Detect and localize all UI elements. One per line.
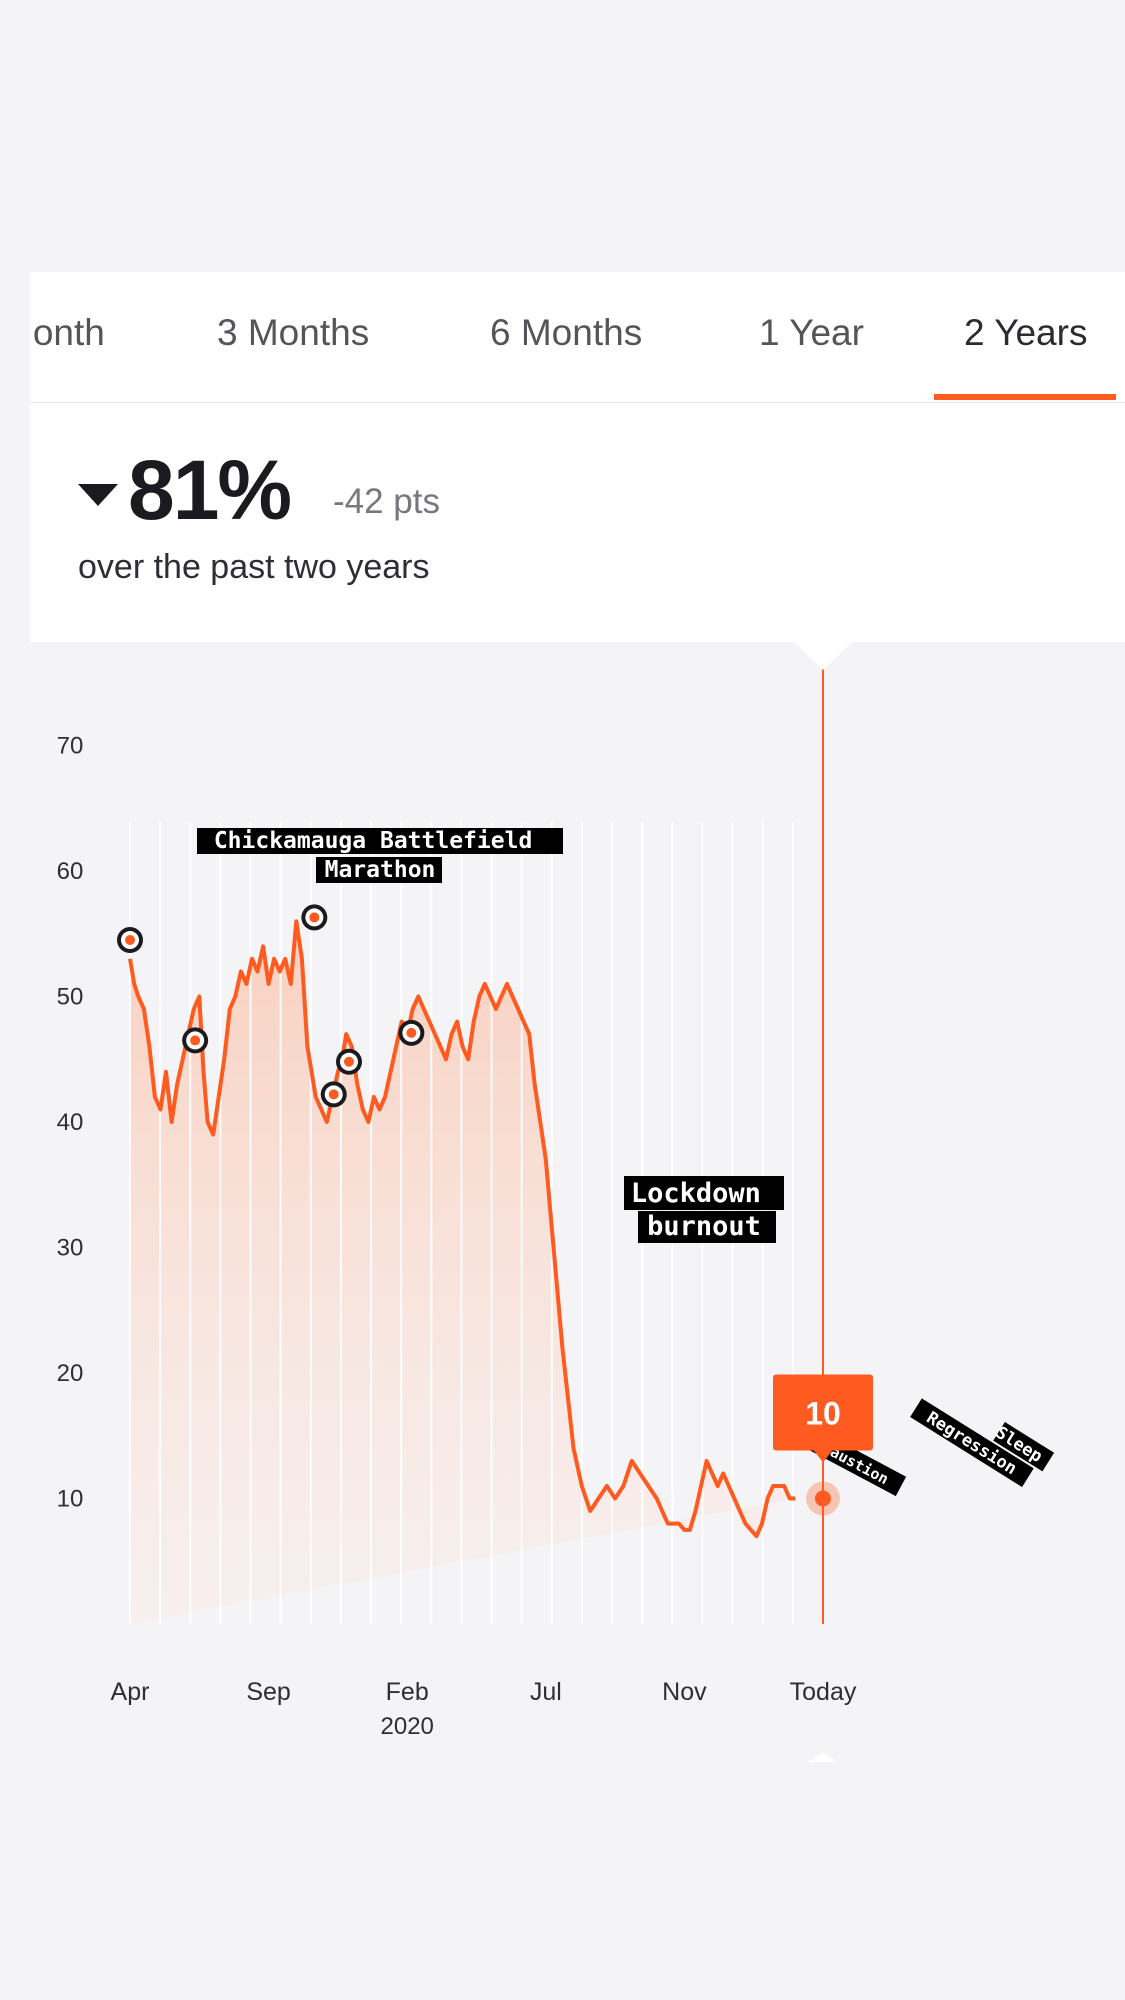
current-point [815,1490,831,1507]
time-range-tabs: Month 3 Months 6 Months 1 Year 2 Years [30,272,1125,403]
event-marker[interactable] [398,1019,425,1046]
current-value-badge [773,1374,873,1451]
tab-month[interactable]: Month [30,312,105,353]
tab-1-year[interactable]: 1 Year [759,312,864,353]
svg-text:Lockdown burnout: Lockdown burnout [631,1178,777,1242]
event-marker-dot[interactable] [190,1035,201,1046]
tab-6-months[interactable]: 6 Months [490,312,643,353]
y-tick-label: 10 [57,1486,84,1513]
change-points: -42 pts [333,482,440,521]
y-tick-label: 70 [57,733,84,760]
x-tick-sublabel: 2020 [381,1713,434,1740]
x-tick-label: Nov [662,1678,707,1706]
x-tick-label: Jul [530,1678,562,1706]
tab-3-months[interactable]: 3 Months [217,312,370,353]
badge-pointer [813,1449,833,1463]
event-marker[interactable] [335,1048,362,1075]
event-marker-dot[interactable] [309,912,320,923]
chart-panel: 10 20 30 40 50 60 70 Apr Sep Feb 2020 Jul Nov Today … [30,642,1125,1762]
series-line [128,919,796,1539]
cursor-top-notch [794,642,852,670]
annotation-marathon-line1: Chickamauga Battlefield [214,828,533,854]
event-marker[interactable] [320,1081,347,1108]
change-percent: 81% [128,443,292,537]
area-fill [130,921,796,1624]
active-tab-indicator [934,394,1116,400]
x-tick-label: Apr [111,1678,150,1706]
x-tick-label: Today [790,1678,857,1706]
event-marker-dot[interactable] [328,1089,339,1100]
y-tick-label: 20 [57,1360,84,1387]
annotation-marathon: Chickamauga Battlefield Marathon [197,828,563,883]
annotation-lockdown: Lockdown burnout [624,1176,784,1243]
x-tick-label: Feb [386,1678,429,1706]
event-marker[interactable] [117,927,143,954]
annotation-lockdown-line1: Lockdown [631,1178,761,1209]
x-tick-label: Sep [246,1678,290,1706]
event-marker[interactable] [182,1027,209,1054]
summary-card: Month 3 Months 6 Months 1 Year 2 Years 8… [30,272,1125,642]
y-tick-label: 50 [57,984,84,1011]
annotation-marathon-line2: Marathon [325,857,436,883]
svg-text:Chickamauga Battlefield: Chickamauga Battlefield Marathon [214,828,546,883]
event-marker[interactable] [301,904,328,931]
down-arrow-icon [78,484,118,506]
y-tick-label: 40 [57,1109,84,1136]
period-text: over the past two years [78,548,430,586]
event-marker-dot[interactable] [125,935,135,946]
event-marker-dot[interactable] [406,1027,417,1038]
current-value-label: 10 [805,1396,841,1432]
cursor-bottom-notch [808,1752,838,1762]
tab-2-years[interactable]: 2 Years [964,312,1088,353]
y-tick-label: 30 [57,1235,84,1262]
annotation-lockdown-line2: burnout [647,1211,761,1242]
y-tick-label: 60 [57,858,84,885]
event-marker-dot[interactable] [343,1056,354,1067]
annotation-sleep-regression: Sleep Regression [910,1398,1055,1487]
